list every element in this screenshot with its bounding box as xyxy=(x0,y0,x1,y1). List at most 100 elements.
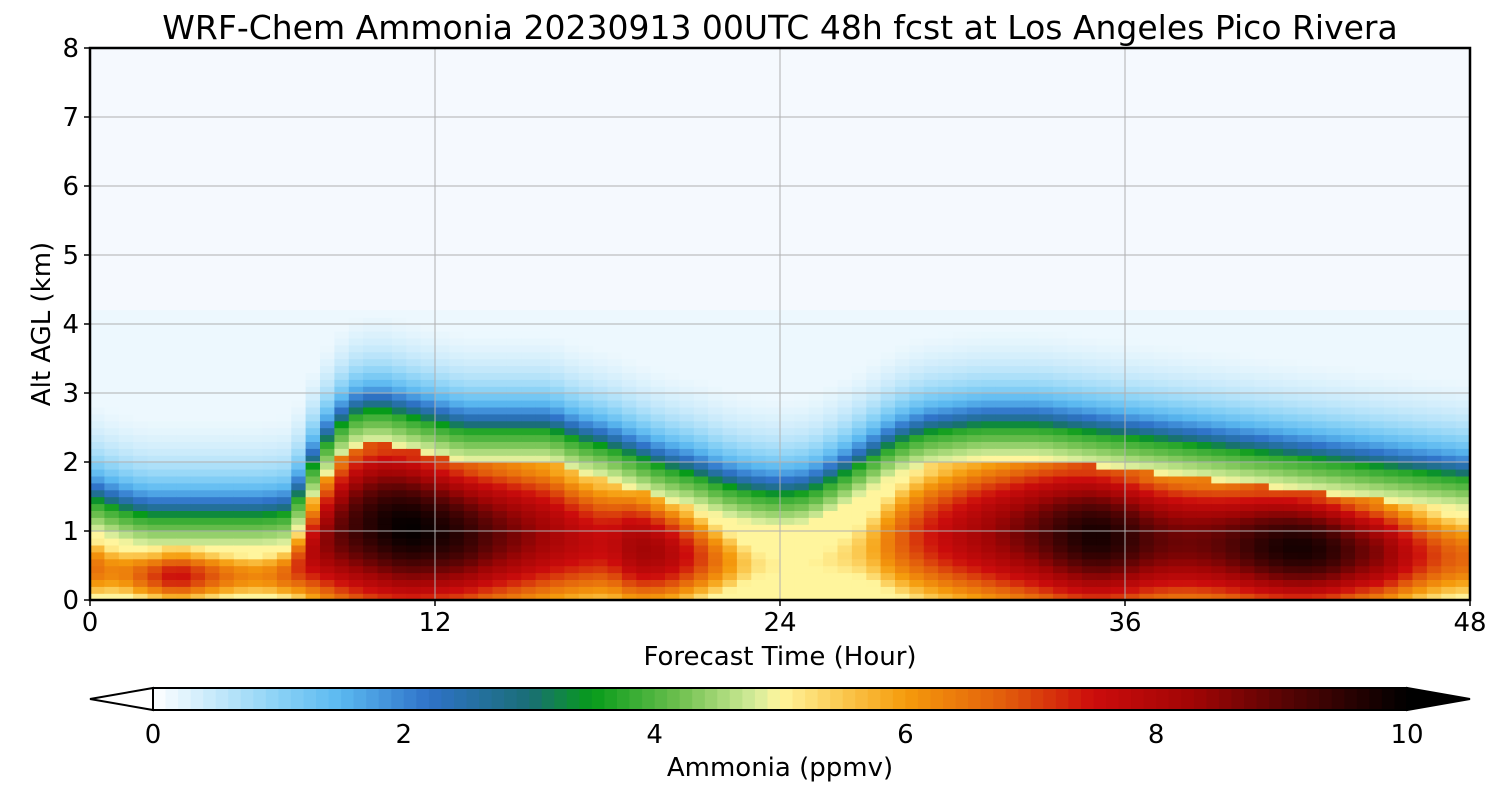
heatmap-cell xyxy=(1297,544,1313,553)
heatmap-cell xyxy=(90,434,106,442)
heatmap-cell xyxy=(1398,427,1414,436)
heatmap-cell xyxy=(1139,448,1155,456)
heatmap-cell xyxy=(808,503,824,511)
heatmap-cell xyxy=(837,496,853,505)
heatmap-cell xyxy=(736,593,752,601)
heatmap-cell xyxy=(636,537,652,546)
heatmap-cell xyxy=(320,517,336,525)
heatmap-cell xyxy=(1398,330,1414,339)
heatmap-cell xyxy=(1038,475,1054,484)
heatmap-cell xyxy=(377,406,393,415)
heatmap-cell xyxy=(736,462,752,470)
heatmap-cell xyxy=(621,330,637,339)
colorbar-tick-label: 4 xyxy=(646,720,663,750)
heatmap-cell xyxy=(593,413,609,422)
heatmap-cell xyxy=(1340,372,1356,380)
heatmap-cell xyxy=(564,337,580,346)
heatmap-cell xyxy=(1053,558,1069,567)
heatmap-cell xyxy=(1139,482,1155,491)
heatmap-cell xyxy=(133,337,149,346)
heatmap-cell xyxy=(621,317,637,325)
heatmap-cell xyxy=(377,420,393,429)
heatmap-cell xyxy=(1355,489,1371,498)
heatmap-cell xyxy=(291,489,307,498)
colorbar-swatch xyxy=(617,688,631,710)
heatmap-cell xyxy=(780,544,796,553)
heatmap-cell xyxy=(104,586,120,594)
heatmap-cell xyxy=(1182,317,1198,325)
heatmap-cell xyxy=(1182,379,1198,387)
heatmap-cell xyxy=(923,544,939,553)
heatmap-cell xyxy=(1326,324,1342,332)
heatmap-cell xyxy=(578,551,594,560)
heatmap-cell xyxy=(190,593,206,601)
heatmap-cell xyxy=(348,503,364,511)
heatmap-cell xyxy=(1125,393,1141,401)
heatmap-cell xyxy=(578,524,594,532)
heatmap-cell xyxy=(506,379,522,387)
heatmap-cell xyxy=(420,586,436,594)
heatmap-cell xyxy=(492,572,508,580)
heatmap-cell xyxy=(880,372,896,380)
heatmap-cell xyxy=(176,413,192,422)
heatmap-cell xyxy=(377,324,393,332)
heatmap-cell xyxy=(262,379,278,387)
heatmap-cell xyxy=(1426,365,1442,373)
heatmap-cell xyxy=(1024,448,1040,456)
heatmap-cell xyxy=(765,475,781,484)
heatmap-cell xyxy=(1067,524,1083,532)
heatmap-cell xyxy=(1153,386,1169,394)
heatmap-cell xyxy=(938,482,954,491)
heatmap-cell xyxy=(966,544,982,553)
heatmap-cell xyxy=(1369,441,1385,449)
heatmap-cell xyxy=(420,324,436,332)
heatmap-cell xyxy=(363,393,379,401)
heatmap-cell xyxy=(1053,372,1069,380)
heatmap-cell xyxy=(1038,399,1054,408)
heatmap-cell xyxy=(1426,579,1442,587)
heatmap-cell xyxy=(938,537,954,546)
colorbar-swatch xyxy=(328,688,342,710)
heatmap-cell xyxy=(550,565,566,574)
heatmap-cell xyxy=(104,372,120,380)
heatmap-cell xyxy=(722,503,738,511)
heatmap-cell xyxy=(952,420,968,429)
heatmap-cell xyxy=(420,462,436,470)
heatmap-cell xyxy=(1340,427,1356,436)
heatmap-cell xyxy=(248,517,264,525)
heatmap-cell xyxy=(1225,531,1241,539)
heatmap-cell xyxy=(665,586,681,594)
heatmap-cell xyxy=(147,358,163,367)
heatmap-cell xyxy=(420,330,436,339)
heatmap-cell xyxy=(1211,324,1227,332)
heatmap-cell xyxy=(176,406,192,415)
heatmap-cell xyxy=(895,593,911,601)
heatmap-cell xyxy=(564,462,580,470)
heatmap-cell xyxy=(736,537,752,546)
heatmap-cell xyxy=(391,455,407,463)
heatmap-cell xyxy=(1311,468,1327,477)
heatmap-cell xyxy=(808,455,824,463)
heatmap-cell xyxy=(1412,386,1428,394)
heatmap-cell xyxy=(535,337,551,346)
heatmap-cell xyxy=(1254,406,1270,415)
heatmap-cell xyxy=(435,482,451,491)
heatmap-cell xyxy=(1196,399,1212,408)
heatmap-cell xyxy=(118,393,134,401)
heatmap-cell xyxy=(1455,524,1471,532)
heatmap-cell xyxy=(478,427,494,436)
heatmap-cell xyxy=(435,586,451,594)
heatmap-cell xyxy=(435,372,451,380)
heatmap-cell xyxy=(233,531,249,539)
heatmap-cell xyxy=(1441,517,1457,525)
heatmap-cell xyxy=(1225,565,1241,574)
heatmap-cell xyxy=(1125,572,1141,580)
heatmap-cell xyxy=(1053,517,1069,525)
heatmap-cell xyxy=(190,337,206,346)
heatmap-cell xyxy=(966,551,982,560)
heatmap-cell xyxy=(751,455,767,463)
heatmap-cell xyxy=(851,386,867,394)
heatmap-cell xyxy=(1153,544,1169,553)
heatmap-cell xyxy=(176,351,192,360)
heatmap-cell xyxy=(248,351,264,360)
